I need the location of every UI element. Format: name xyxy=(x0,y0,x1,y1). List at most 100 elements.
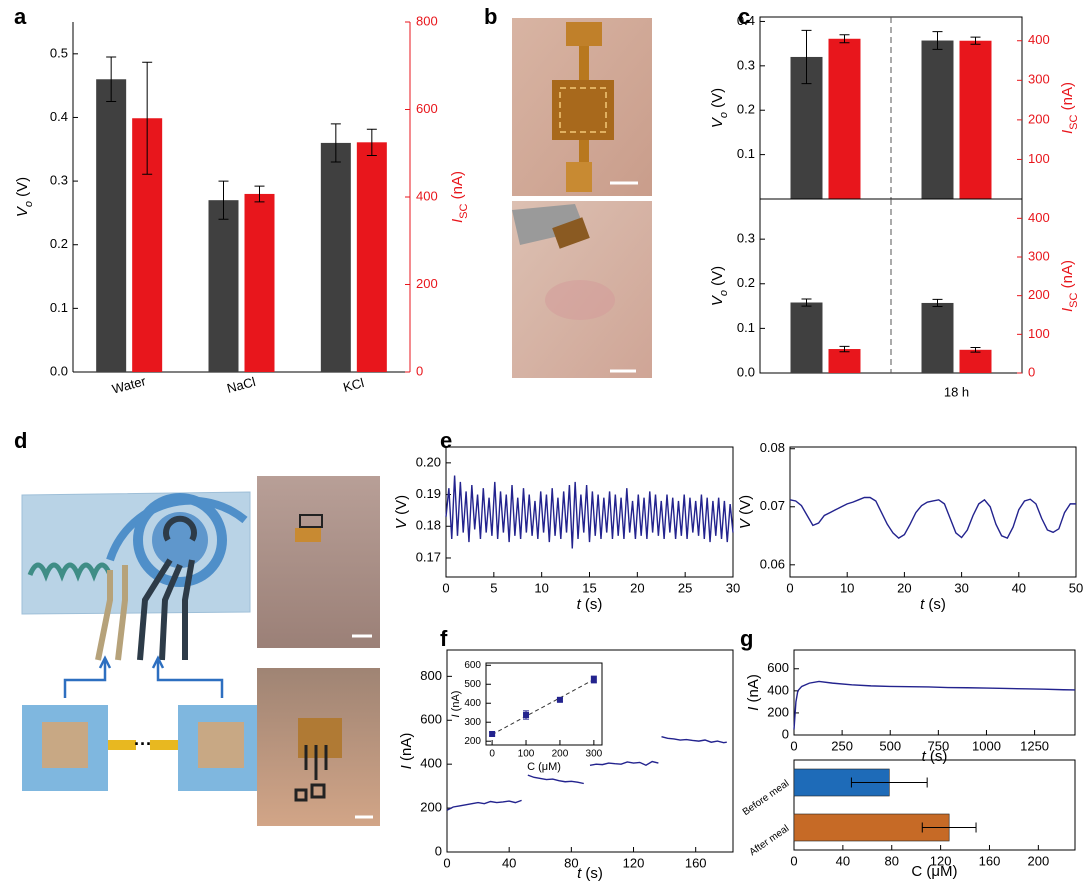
y-tick-label: 0.0 xyxy=(50,363,68,378)
photo-wrist xyxy=(257,476,380,648)
y-tick-label: 800 xyxy=(420,668,442,683)
bar xyxy=(829,349,861,373)
x-tick-label: 10 xyxy=(840,580,854,595)
bar xyxy=(922,303,954,373)
y-tick-label: 200 xyxy=(420,800,442,815)
skin-mark xyxy=(545,280,615,320)
bar xyxy=(960,350,992,373)
y-tick-label: 600 xyxy=(767,660,789,675)
axis-label-part: (s) xyxy=(581,865,603,882)
bar xyxy=(791,303,823,373)
x-tick-label: 25 xyxy=(678,580,692,595)
x-tick-label: 20 xyxy=(897,580,911,595)
panel-letter: d xyxy=(14,428,27,453)
axis-label-part: (nA) xyxy=(449,171,466,204)
y-tick-label: After meal xyxy=(748,823,792,858)
axis-label-part: (nA) xyxy=(398,733,415,766)
x-tick-label: 0 xyxy=(442,580,449,595)
panel-letter: f xyxy=(440,626,448,651)
y2-tick-label: 800 xyxy=(416,13,438,28)
x-tick-label: 40 xyxy=(502,855,516,870)
x-tick-label: 5 xyxy=(490,580,497,595)
arrow xyxy=(65,660,105,698)
y-tick-label: 0.18 xyxy=(416,518,441,533)
axis-label-part: (V) xyxy=(393,495,410,519)
connector xyxy=(150,740,178,750)
y-tick-label: 0.2 xyxy=(50,236,68,251)
axis-label: I (nA) xyxy=(450,691,462,718)
x-tick-label: 40 xyxy=(1012,580,1026,595)
point xyxy=(557,697,563,703)
axis-label: Vo (V) xyxy=(709,266,730,306)
x-tick-label: 30 xyxy=(954,580,968,595)
y2-tick-label: 300 xyxy=(1028,248,1050,263)
x-tick-label: 50 xyxy=(1069,580,1083,595)
y-tick-label: 400 xyxy=(420,756,442,771)
axis-label-part: (s) xyxy=(581,596,603,613)
axis-label-part: (V) xyxy=(709,88,726,112)
sensor-pad xyxy=(566,22,602,46)
axis-label: t (s) xyxy=(922,748,948,765)
y2-tick-label: 300 xyxy=(1028,72,1050,87)
y2-tick-label: 200 xyxy=(1028,287,1050,302)
axis-label: V (V) xyxy=(393,495,410,529)
x-tick-label: Water xyxy=(110,373,148,397)
axis-label-part: (s) xyxy=(926,748,948,765)
axis-label-part: C (μM) xyxy=(911,863,957,880)
y2-tick-label: 600 xyxy=(416,101,438,116)
y-tick-label: 200 xyxy=(767,704,789,719)
axis-label-part: (nA) xyxy=(1059,82,1076,115)
y-tick-label: 0.2 xyxy=(737,102,755,117)
y-tick-label: Before meal xyxy=(741,778,791,818)
axis-label: t (s) xyxy=(577,596,603,613)
axis-label-part: SC xyxy=(458,203,470,218)
y-tick-label: 400 xyxy=(464,698,481,709)
y-tick-label: 0.4 xyxy=(737,13,755,28)
x-tick-label: 200 xyxy=(552,749,569,760)
y-tick-label: 0.3 xyxy=(737,231,755,246)
y-tick-label: 0.06 xyxy=(760,556,785,571)
y2-tick-label: 0 xyxy=(1028,364,1035,379)
y2-tick-label: 0 xyxy=(416,363,423,378)
y-tick-label: 0.3 xyxy=(50,173,68,188)
axis-label-part: SC xyxy=(1068,292,1080,307)
connector xyxy=(108,740,136,750)
axis-label: ISC (nA) xyxy=(1059,82,1080,134)
y-tick-label: 0.5 xyxy=(50,45,68,60)
y-tick-label: 0 xyxy=(435,843,442,858)
x-tick-label: 80 xyxy=(885,853,899,868)
axis-label-part: (nA) xyxy=(745,674,762,707)
y-tick-label: 500 xyxy=(464,679,481,690)
y-tick-label: 0.3 xyxy=(737,57,755,72)
unit-array xyxy=(198,722,244,768)
axis-label: V (V) xyxy=(737,495,754,529)
y-tick-label: 0.19 xyxy=(416,486,441,501)
x-tick-label: 30 xyxy=(726,580,740,595)
axis-label-part: (V) xyxy=(737,495,754,519)
y-tick-label: 0.07 xyxy=(760,498,785,513)
y-tick-label: 0.0 xyxy=(737,364,755,379)
x-tick-label: 20 xyxy=(630,580,644,595)
y2-tick-label: 400 xyxy=(416,188,438,203)
x-tick-label: 160 xyxy=(979,853,1001,868)
y2-tick-label: 100 xyxy=(1028,326,1050,341)
plot-frame xyxy=(486,663,602,745)
data-line xyxy=(794,681,1075,729)
axis-label: ISC (nA) xyxy=(1059,260,1080,312)
axis-label: C (μM) xyxy=(911,863,957,880)
x-tick-label: 120 xyxy=(623,855,645,870)
y2-tick-label: 200 xyxy=(416,276,438,291)
axis-label-part: SC xyxy=(1068,114,1080,129)
data-line xyxy=(790,497,1076,538)
y-tick-label: 600 xyxy=(420,712,442,727)
y-tick-label: 300 xyxy=(464,717,481,728)
bar xyxy=(960,41,992,199)
data-line xyxy=(446,476,733,549)
x-tick-label: 0 xyxy=(790,853,797,868)
y-tick-label: 0.08 xyxy=(760,440,785,455)
plot-frame xyxy=(790,447,1076,577)
axis-label: Vo (V) xyxy=(14,177,35,217)
axis-label-part: (s) xyxy=(924,596,946,613)
x-tick-label: NaCl xyxy=(225,374,257,396)
x-tick-label: 18 h xyxy=(944,384,969,399)
